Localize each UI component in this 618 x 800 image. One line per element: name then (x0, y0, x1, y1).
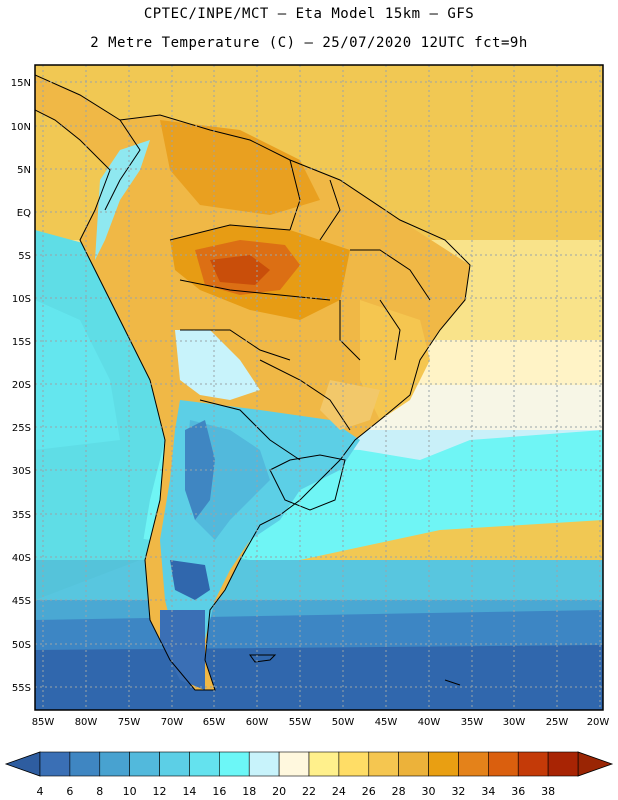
colorbar-box (398, 751, 429, 777)
colorbar-tick-label: 6 (66, 785, 73, 798)
lat-label: EQ (17, 208, 31, 219)
colorbar-box (69, 751, 101, 777)
colorbar-box (428, 751, 459, 777)
lat-label: 40S (12, 553, 31, 564)
lat-label: 25S (12, 423, 31, 434)
colorbar-box (338, 751, 370, 777)
lon-label: 85W (32, 717, 55, 728)
lat-label: 45S (12, 596, 31, 607)
lon-label: 40W (418, 717, 441, 728)
colorbar-tick-label: 10 (123, 785, 137, 798)
colorbar: 4 6 8 10 12 14 16 18 20 22 24 26 28 30 32 34 36 38 (4, 751, 614, 798)
colorbar-box (189, 751, 220, 777)
colorbar-box (129, 751, 160, 777)
colorbar-box (248, 751, 280, 777)
lat-label: 10N (11, 122, 31, 133)
lon-label: 80W (75, 717, 98, 728)
temperature-field (35, 65, 603, 710)
colorbar-tick-label: 16 (212, 785, 226, 798)
lon-label: 60W (246, 717, 269, 728)
lat-label: 5S (18, 251, 31, 262)
colorbar-box (458, 751, 489, 777)
colorbar-tick-label: 26 (362, 785, 376, 798)
lat-label: 10S (12, 294, 31, 305)
lon-label: 45W (375, 717, 398, 728)
colorbar-tick-label: 14 (182, 785, 196, 798)
lat-label: 20S (12, 380, 31, 391)
colorbar-tick-label: 18 (242, 785, 256, 798)
lat-label: 15S (12, 337, 31, 348)
colorbar-box (99, 751, 130, 777)
lon-label: 70W (161, 717, 184, 728)
map-subtitle: 2 Metre Temperature (C) – 25/07/2020 12U… (90, 35, 528, 51)
colorbar-under-arrow (4, 751, 41, 777)
lat-label: 50S (12, 640, 31, 651)
colorbar-tick-label: 32 (451, 785, 465, 798)
lon-label: 30W (503, 717, 526, 728)
colorbar-tick-label: 12 (153, 785, 167, 798)
colorbar-tick-label: 38 (541, 785, 555, 798)
colorbar-tick-label: 28 (392, 785, 406, 798)
map-title: CPTEC/INPE/MCT – Eta Model 15km – GFS (143, 6, 475, 22)
colorbar-tick-label: 4 (37, 785, 44, 798)
map-frame (34, 64, 604, 711)
colorbar-over-arrow (577, 751, 614, 777)
colorbar-box (488, 751, 519, 777)
lat-label: 15N (11, 78, 31, 89)
colorbar-tick-label: 8 (96, 785, 103, 798)
colorbar-box (308, 751, 340, 777)
lat-label: 35S (12, 510, 31, 521)
lon-label: 75W (118, 717, 141, 728)
colorbar-box (219, 751, 250, 777)
lat-label: 55S (12, 683, 31, 694)
colorbar-box (159, 751, 190, 777)
latitude-labels: 15N 10N 5N EQ 5S 10S 15S 20S 25S 30S 35S… (11, 78, 31, 694)
lon-label: 65W (203, 717, 226, 728)
lat-label: 30S (12, 466, 31, 477)
colorbar-box (278, 751, 310, 777)
colorbar-tick-label: 22 (302, 785, 316, 798)
lon-label: 20W (587, 717, 610, 728)
colorbar-tick-label: 24 (332, 785, 346, 798)
lon-label: 55W (289, 717, 312, 728)
colorbar-box (368, 751, 399, 777)
colorbar-box (39, 751, 71, 777)
colorbar-tick-label: 20 (272, 785, 286, 798)
coastlines (35, 74, 471, 691)
longitude-labels: 85W 80W 75W 70W 65W 60W 55W 50W 45W 40W … (32, 717, 610, 728)
lon-label: 25W (546, 717, 569, 728)
lon-label: 50W (332, 717, 355, 728)
colorbar-box (547, 751, 579, 777)
colorbar-tick-label: 34 (481, 785, 495, 798)
lat-label: 5N (17, 165, 31, 176)
colorbar-tick-label: 36 (511, 785, 525, 798)
colorbar-box (517, 751, 549, 777)
colorbar-tick-label: 30 (422, 785, 436, 798)
lon-label: 35W (461, 717, 484, 728)
